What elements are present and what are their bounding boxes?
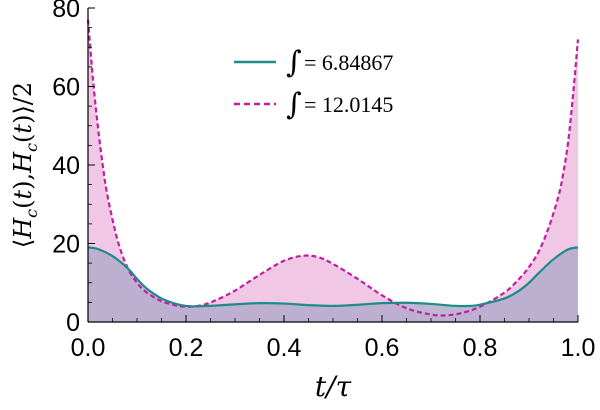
x-axis-label: t/τ [315, 370, 352, 403]
legend-integral-sign-1: ∫ [286, 45, 302, 80]
legend-text-series-2: = 12.0145 [304, 92, 393, 117]
y-tick-label: 0 [66, 309, 80, 337]
legend-text-series-1: = 6.84867 [304, 50, 393, 75]
x-tick-label: 1.0 [561, 334, 596, 362]
series-1-line [87, 246, 579, 308]
x-ticks: 0.0 0.2 0.4 0.6 0.8 1.0 [71, 315, 596, 362]
x-tick-label: 0.4 [267, 334, 302, 362]
x-tick-label: 0.2 [169, 334, 204, 362]
x-tick-label: 0.6 [365, 334, 400, 362]
y-ticks: 0 20 40 60 80 [52, 0, 95, 337]
y-axis-label: ⟨Hc(t),Hc(t)⟩/2 [9, 82, 41, 248]
y-tick-label: 20 [52, 231, 80, 259]
y-tick-label: 60 [52, 74, 80, 102]
x-tick-label: 0.8 [463, 334, 498, 362]
y-tick-label: 40 [52, 152, 80, 180]
y-tick-label: 80 [52, 0, 80, 23]
series-1-fill [88, 247, 578, 322]
legend: ∫ = 6.84867 ∫ = 12.0145 [234, 45, 393, 122]
plot-area [86, 19, 580, 323]
x-tick-label: 0.0 [71, 334, 106, 362]
legend-integral-sign-2: ∫ [286, 87, 302, 122]
